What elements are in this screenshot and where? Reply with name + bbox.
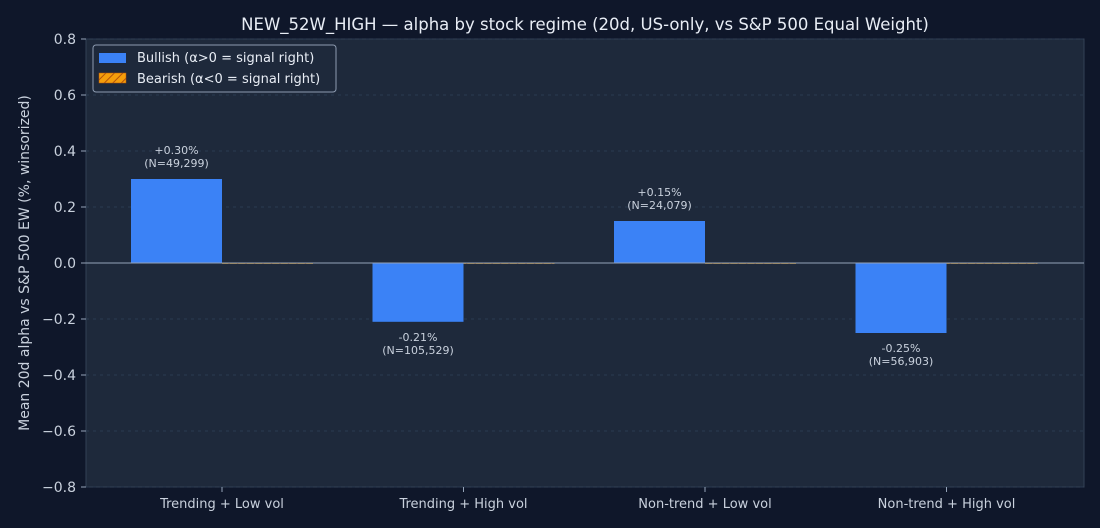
data-label-value: +0.30% bbox=[154, 144, 198, 157]
legend-label-bullish: Bullish (α>0 = signal right) bbox=[137, 51, 314, 66]
chart-title: NEW_52W_HIGH — alpha by stock regime (20… bbox=[241, 15, 929, 35]
bars bbox=[131, 179, 1038, 333]
legend-swatch-bullish bbox=[99, 53, 126, 63]
data-labels: +0.30%(N=49,299)-0.21%(N=105,529)+0.15%(… bbox=[144, 144, 933, 368]
data-label-value: +0.15% bbox=[637, 186, 681, 199]
y-axis: −0.8 −0.6 −0.4 −0.2 0.0 0.2 0.4 0.6 0.8 bbox=[42, 32, 86, 496]
x-tick-label: Non-trend + High vol bbox=[878, 497, 1016, 512]
data-label-count: (N=56,903) bbox=[869, 355, 934, 368]
y-axis-label: Mean 20d alpha vs S&P 500 EW (%, winsori… bbox=[17, 95, 33, 431]
x-axis: Trending + Low vol Trending + High vol Non… bbox=[159, 487, 1015, 512]
data-label-count: (N=24,079) bbox=[627, 199, 692, 212]
bar-bullish bbox=[131, 179, 222, 263]
y-tick-label: −0.8 bbox=[42, 480, 76, 496]
x-tick-label: Non-trend + Low vol bbox=[638, 497, 771, 512]
y-tick-label: 0.0 bbox=[54, 256, 76, 272]
y-tick-label: 0.6 bbox=[54, 88, 76, 104]
data-label-count: (N=49,299) bbox=[144, 157, 209, 170]
y-tick-label: −0.6 bbox=[42, 424, 76, 440]
y-tick-label: 0.4 bbox=[54, 144, 76, 160]
y-tick-label: 0.8 bbox=[54, 32, 76, 48]
x-tick-label: Trending + High vol bbox=[398, 497, 527, 512]
legend: Bullish (α>0 = signal right) Bearish (α<0… bbox=[92, 44, 337, 93]
legend-box bbox=[92, 44, 337, 93]
y-tick-label: −0.2 bbox=[42, 312, 76, 328]
data-label-count: (N=105,529) bbox=[382, 344, 454, 357]
legend-swatch-bearish bbox=[98, 72, 127, 84]
bar-bullish bbox=[372, 263, 464, 322]
bar-bullish bbox=[614, 221, 705, 263]
y-tick-label: −0.4 bbox=[42, 368, 76, 384]
bar-bullish bbox=[855, 263, 947, 333]
legend-label-bearish: Bearish (α<0 = signal right) bbox=[137, 72, 320, 87]
x-tick-label: Trending + Low vol bbox=[159, 497, 284, 512]
data-label-value: -0.25% bbox=[882, 342, 921, 355]
y-tick-label: 0.2 bbox=[54, 200, 76, 216]
data-label-value: -0.21% bbox=[399, 331, 438, 344]
